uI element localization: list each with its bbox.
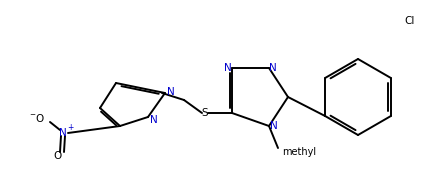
Text: methyl: methyl	[282, 147, 316, 157]
Text: $^{-}$O: $^{-}$O	[29, 112, 45, 124]
Text: Cl: Cl	[405, 16, 415, 26]
Text: N: N	[269, 63, 277, 73]
Text: N: N	[224, 63, 232, 73]
Text: +: +	[67, 124, 74, 133]
Text: N: N	[167, 87, 175, 97]
Text: N: N	[59, 128, 67, 138]
Text: O: O	[53, 151, 61, 161]
Text: S: S	[202, 108, 208, 118]
Text: N: N	[270, 121, 278, 131]
Text: N: N	[150, 115, 158, 125]
